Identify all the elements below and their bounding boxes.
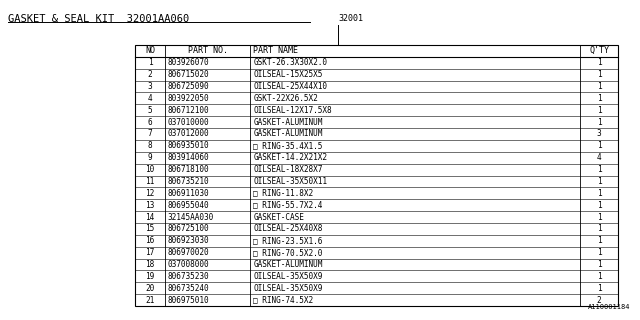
Text: 1: 1 [596,212,602,221]
Bar [135,45,618,306]
Text: 806975010: 806975010 [168,296,209,305]
Text: 037010000: 037010000 [168,118,209,127]
Text: GASKET & SEAL KIT  32001AA060: GASKET & SEAL KIT 32001AA060 [8,14,189,24]
Text: Q'TY: Q'TY [589,46,609,55]
Text: 806725100: 806725100 [168,224,209,233]
Text: 18: 18 [145,260,155,269]
Text: 13: 13 [145,201,155,210]
Text: GASKET-ALUMINUM: GASKET-ALUMINUM [253,118,323,127]
Text: GSKT-26.3X30X2.0: GSKT-26.3X30X2.0 [253,58,327,67]
Text: 1: 1 [596,177,602,186]
Text: 803922050: 803922050 [168,94,209,103]
Text: 806735210: 806735210 [168,177,209,186]
Text: 5: 5 [148,106,152,115]
Text: OILSEAL-25X44X10: OILSEAL-25X44X10 [253,82,327,91]
Text: 1: 1 [596,260,602,269]
Text: 806911030: 806911030 [168,189,209,198]
Text: OILSEAL-35X50X11: OILSEAL-35X50X11 [253,177,327,186]
Text: 14: 14 [145,212,155,221]
Text: □ RING-23.5X1.6: □ RING-23.5X1.6 [253,236,323,245]
Text: 806970020: 806970020 [168,248,209,257]
Text: OILSEAL-35X50X9: OILSEAL-35X50X9 [253,272,323,281]
Text: 1: 1 [596,284,602,293]
Text: 3: 3 [148,82,152,91]
Text: PART NAME: PART NAME [253,46,298,55]
Text: 806923030: 806923030 [168,236,209,245]
Text: 1: 1 [596,248,602,257]
Text: OILSEAL-18X28X7: OILSEAL-18X28X7 [253,165,323,174]
Text: 1: 1 [596,141,602,150]
Text: GASKET-CASE: GASKET-CASE [253,212,304,221]
Text: 3: 3 [596,130,602,139]
Text: 19: 19 [145,272,155,281]
Text: 1: 1 [596,82,602,91]
Text: □ RING-74.5X2: □ RING-74.5X2 [253,296,314,305]
Text: OILSEAL-35X50X9: OILSEAL-35X50X9 [253,284,323,293]
Text: OILSEAL-15X25X5: OILSEAL-15X25X5 [253,70,323,79]
Text: 9: 9 [148,153,152,162]
Text: 806718100: 806718100 [168,165,209,174]
Text: 32001: 32001 [338,14,363,23]
Text: 1: 1 [596,106,602,115]
Text: 17: 17 [145,248,155,257]
Text: 1: 1 [596,70,602,79]
Text: A110001184: A110001184 [588,304,630,310]
Text: 21: 21 [145,296,155,305]
Text: 1: 1 [596,118,602,127]
Text: 1: 1 [596,165,602,174]
Text: 1: 1 [148,58,152,67]
Text: GASKET-ALUMINUM: GASKET-ALUMINUM [253,130,323,139]
Text: 806715020: 806715020 [168,70,209,79]
Text: 16: 16 [145,236,155,245]
Text: GASKET-14.2X21X2: GASKET-14.2X21X2 [253,153,327,162]
Text: 1: 1 [596,236,602,245]
Text: 10: 10 [145,165,155,174]
Text: 803926070: 803926070 [168,58,209,67]
Text: 4: 4 [148,94,152,103]
Text: GSKT-22X26.5X2: GSKT-22X26.5X2 [253,94,318,103]
Text: □ RING-35.4X1.5: □ RING-35.4X1.5 [253,141,323,150]
Text: 12: 12 [145,189,155,198]
Text: 32145AA030: 32145AA030 [168,212,214,221]
Text: 1: 1 [596,189,602,198]
Text: 2: 2 [148,70,152,79]
Text: 806725090: 806725090 [168,82,209,91]
Text: OILSEAL-12X17.5X8: OILSEAL-12X17.5X8 [253,106,332,115]
Text: 6: 6 [148,118,152,127]
Text: 1: 1 [596,272,602,281]
Text: □ RING-55.7X2.4: □ RING-55.7X2.4 [253,201,323,210]
Text: 1: 1 [596,224,602,233]
Text: 806935010: 806935010 [168,141,209,150]
Text: 806735240: 806735240 [168,284,209,293]
Text: 20: 20 [145,284,155,293]
Text: 806712100: 806712100 [168,106,209,115]
Text: 1: 1 [596,58,602,67]
Text: 806735230: 806735230 [168,272,209,281]
Text: 15: 15 [145,224,155,233]
Text: 7: 7 [148,130,152,139]
Text: 2: 2 [596,296,602,305]
Text: 4: 4 [596,153,602,162]
Text: 037012000: 037012000 [168,130,209,139]
Text: 8: 8 [148,141,152,150]
Text: 1: 1 [596,201,602,210]
Text: OILSEAL-25X40X8: OILSEAL-25X40X8 [253,224,323,233]
Text: 806955040: 806955040 [168,201,209,210]
Text: GASKET-ALUMINUM: GASKET-ALUMINUM [253,260,323,269]
Text: 803914060: 803914060 [168,153,209,162]
Text: NO: NO [145,46,155,55]
Text: □ RING-70.5X2.0: □ RING-70.5X2.0 [253,248,323,257]
Text: 11: 11 [145,177,155,186]
Text: 037008000: 037008000 [168,260,209,269]
Text: 1: 1 [596,94,602,103]
Text: □ RING-11.8X2: □ RING-11.8X2 [253,189,314,198]
Text: PART NO.: PART NO. [188,46,227,55]
